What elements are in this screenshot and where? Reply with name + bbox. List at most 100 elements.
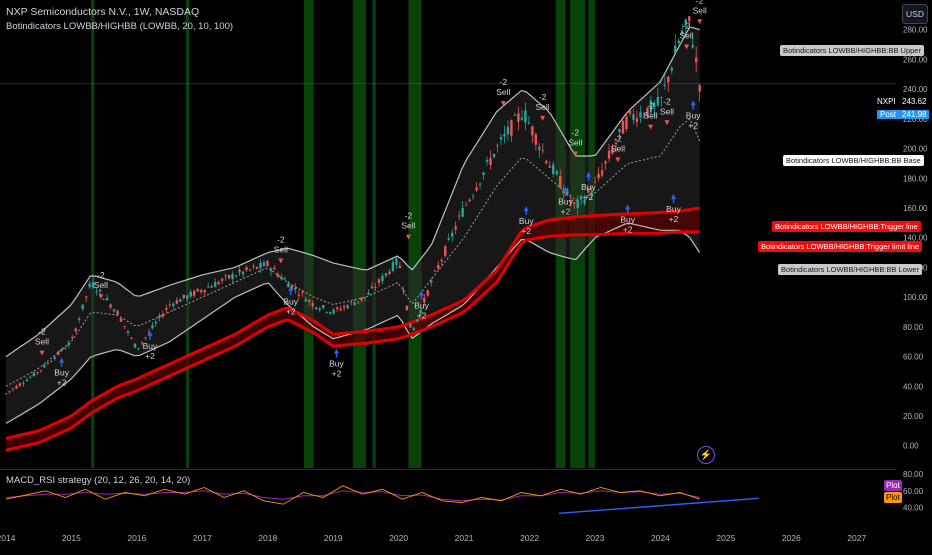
candle-body — [151, 325, 154, 329]
candle-body — [210, 286, 213, 288]
green-signal-zone — [185, 0, 190, 468]
candle-body — [15, 385, 18, 389]
buy-arrow-icon — [625, 204, 631, 210]
time-axis-year: 2022 — [520, 533, 539, 543]
price-axis-tick: 100.00 — [903, 293, 928, 302]
candle-body — [8, 391, 11, 393]
trigger-line-label: Botindicators LOWBB/HIGHBB:Trigger line — [772, 221, 921, 232]
candle-body — [81, 304, 84, 310]
candle-body — [419, 309, 423, 314]
candle-body — [297, 294, 301, 296]
sell-signal-count: -2 — [683, 21, 691, 31]
candle-body — [71, 337, 74, 338]
price-axis-tick: 240.00 — [903, 85, 928, 94]
candle-body — [440, 259, 443, 262]
candle-body — [698, 85, 701, 92]
candle-body — [186, 295, 189, 299]
buy-signal-count: +2 — [623, 225, 633, 235]
candle-body — [569, 199, 572, 202]
sell-signal-count: -2 — [539, 92, 547, 102]
candle-body — [611, 148, 614, 154]
candle-body — [663, 85, 667, 86]
candle-body — [402, 289, 405, 291]
candle-body — [618, 128, 621, 132]
price-axis-tick: 60.00 — [903, 353, 924, 362]
trigger-limit-line — [5, 230, 700, 452]
buy-signal-label: Buy — [666, 204, 681, 214]
price-axis-tick: 200.00 — [903, 145, 928, 154]
candle-body — [213, 282, 217, 287]
indicator-legend[interactable]: Botindicators LOWBB/HIGHBB (LOWBB, 20, 1… — [6, 21, 234, 32]
bb-fill — [6, 26, 700, 424]
candle-body — [203, 289, 206, 293]
price-axis-tick: 140.00 — [903, 234, 928, 243]
candle-body — [165, 307, 168, 310]
candle-body — [409, 323, 412, 328]
candle-body — [301, 292, 304, 294]
candle-body — [133, 343, 137, 348]
candle-body — [193, 290, 196, 296]
bb-lower-label: Botindicators LOWBB/HIGHBB:BB Lower — [778, 264, 922, 275]
buy-signal-label: Buy — [414, 301, 429, 311]
buy-arrow-icon — [585, 171, 591, 177]
candle-body — [353, 302, 356, 306]
pane-separator[interactable] — [0, 469, 896, 470]
sell-signal-label: Sell — [660, 106, 674, 116]
candle-body — [168, 304, 172, 306]
candle-body — [53, 357, 57, 359]
candle-body — [464, 204, 468, 206]
candle-body — [46, 362, 50, 364]
candle-body — [583, 199, 586, 204]
candle-body — [224, 275, 227, 277]
candle-body — [64, 348, 67, 350]
candle-body — [84, 296, 88, 298]
symbol-title[interactable]: NXP Semiconductors N.V., 1W, NASDAQ — [6, 6, 200, 18]
sell-signal-label: Sell — [568, 137, 582, 147]
buy-signal-count: +2 — [286, 306, 296, 316]
sell-signal-count: -2 — [500, 77, 508, 87]
sell-signal-label: Sell — [496, 87, 510, 97]
sell-arrow-icon — [572, 151, 578, 157]
candle-body — [315, 307, 318, 309]
time-axis-year: 2020 — [389, 533, 408, 543]
buy-arrow-icon — [671, 194, 676, 200]
candle-body — [388, 271, 391, 275]
candle-body — [444, 246, 447, 256]
sell-arrow-icon — [648, 124, 654, 130]
candle-body — [255, 266, 259, 269]
candle-body — [447, 238, 450, 240]
buy-arrow-icon — [333, 348, 339, 354]
candle-body — [660, 97, 663, 99]
buy-signal-count: +2 — [561, 207, 571, 217]
candle-body — [482, 172, 485, 175]
candle-body — [492, 153, 496, 158]
sell-signal-count: -2 — [405, 211, 413, 221]
sell-signal-label: Sell — [611, 143, 625, 153]
candle-body — [639, 112, 642, 118]
candle-body — [60, 348, 63, 351]
candle-body — [74, 328, 77, 332]
candle-body — [649, 100, 653, 113]
candle-body — [517, 113, 520, 122]
candle-body — [653, 102, 656, 108]
candle-body — [370, 286, 374, 288]
buy-arrow-icon — [563, 186, 569, 192]
candle-body — [579, 196, 583, 200]
time-axis-year: 2023 — [586, 533, 605, 543]
candle-body — [328, 312, 332, 314]
macd-axis-tick: 60.00 — [903, 487, 924, 496]
candle-body — [227, 275, 231, 279]
candle-body — [182, 294, 185, 299]
macd-legend[interactable]: MACD_RSI strategy (20, 12, 26, 20, 14, 2… — [6, 475, 191, 486]
currency-button[interactable]: USD — [902, 4, 928, 24]
lightning-icon[interactable]: ⚡ — [697, 446, 715, 464]
sell-signal-label: Sell — [679, 31, 693, 41]
candle-body — [548, 165, 551, 168]
time-axis-year: 2027 — [847, 533, 866, 543]
candle-body — [259, 262, 262, 268]
candle-body — [437, 265, 440, 269]
candle-body — [398, 265, 402, 269]
macd-trendline[interactable] — [558, 497, 759, 515]
